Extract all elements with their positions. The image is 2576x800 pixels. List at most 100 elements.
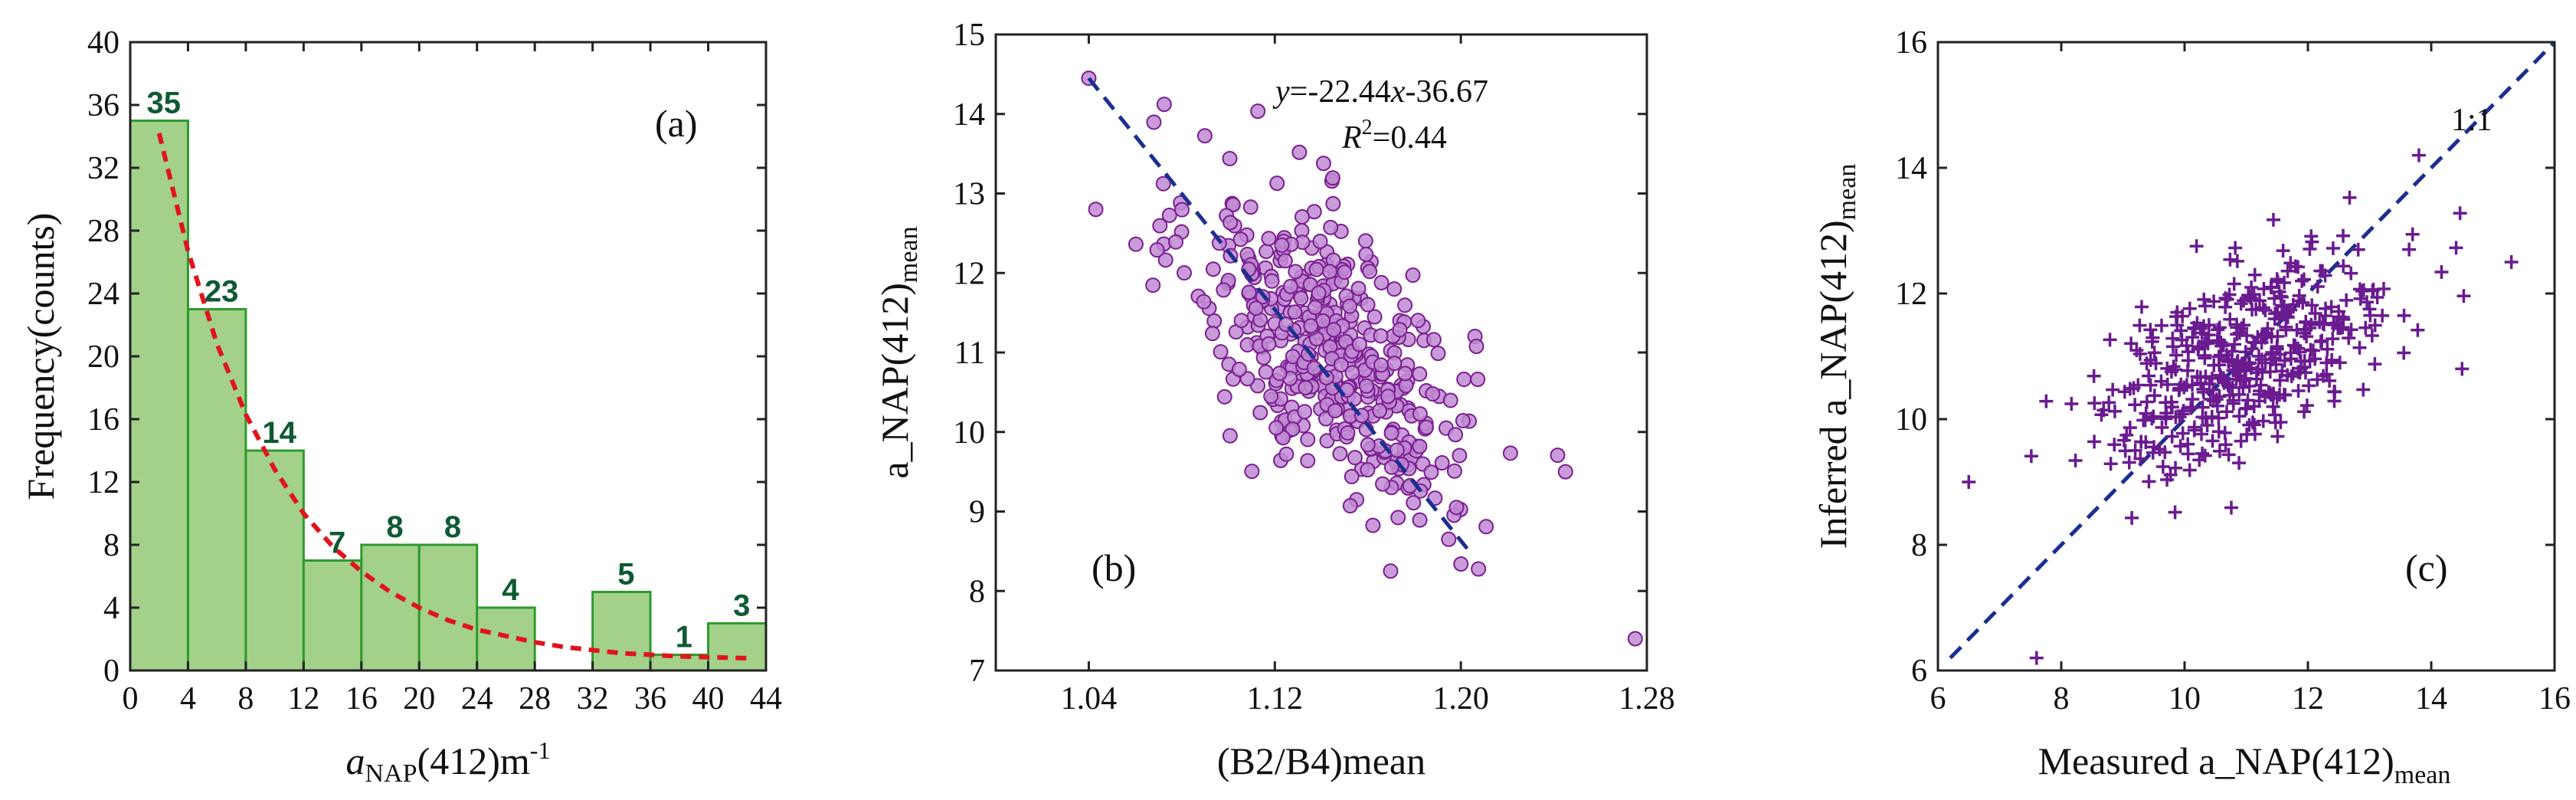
scatter-point — [2310, 372, 2325, 387]
y-tick-label: 11 — [954, 336, 985, 371]
scatter-point — [2276, 244, 2290, 258]
scatter-point — [2175, 426, 2190, 441]
scatter-point — [2234, 297, 2248, 311]
scatter-point — [2196, 385, 2211, 399]
scatter-point — [2267, 312, 2282, 326]
scatter-point — [1456, 372, 1472, 388]
scatter-point — [2326, 241, 2340, 256]
scatter-point — [1244, 464, 1260, 480]
scatter-point — [2344, 323, 2358, 337]
scatter-point — [2277, 276, 2292, 290]
y-tick-label: 9 — [969, 495, 985, 530]
scatter-point — [1344, 365, 1360, 381]
scatter-point — [2332, 304, 2346, 319]
scatter-point — [2197, 292, 2211, 307]
scatter-point — [2029, 651, 2044, 665]
scatter-point — [1360, 297, 1376, 313]
scatter-point — [2270, 342, 2284, 356]
scatter-point — [2258, 330, 2273, 345]
scatter-point — [2212, 389, 2227, 404]
scatter-point — [1312, 233, 1328, 249]
scatter-point — [1390, 510, 1406, 526]
scatter-point — [2117, 385, 2132, 399]
r2-sup: 2 — [1362, 116, 1373, 139]
scatter-point — [1196, 293, 1212, 310]
scatter-point — [1351, 336, 1367, 352]
scatter-point — [1152, 218, 1168, 234]
scatter-point — [1478, 519, 1494, 535]
scatter-point — [1448, 427, 1464, 443]
scatter-point — [2376, 281, 2391, 296]
scatter-point — [1206, 313, 1223, 330]
scatter-point — [2249, 302, 2263, 316]
x-tick-label: 40 — [692, 681, 725, 716]
y-axis-ticks-b: 7 8 9 10 11 12 13 14 15 — [953, 18, 1647, 689]
scatter-point — [2363, 308, 2378, 323]
scatter-point — [1327, 402, 1343, 418]
scatter-point — [2342, 190, 2357, 205]
scatter-point — [1373, 274, 1389, 290]
plot-frame-c — [1936, 41, 2556, 672]
x-tick-label: 28 — [519, 681, 551, 716]
scatter-point — [1350, 280, 1367, 297]
regression-line — [1087, 77, 1475, 557]
scatter-point — [1392, 322, 1408, 338]
scatter-point — [1268, 420, 1285, 436]
scatter-point — [2155, 460, 2170, 474]
scatter-point — [2217, 375, 2231, 390]
scatter-point — [1294, 208, 1310, 225]
scatter-point — [2269, 357, 2283, 372]
scatter-point — [1397, 366, 1413, 382]
scatter-point — [1223, 215, 1239, 231]
x-tick-label: 1.12 — [1247, 681, 1304, 716]
y-tick-label: 8 — [103, 528, 119, 563]
scatter-point — [2221, 448, 2236, 462]
scatter-point — [2173, 439, 2188, 454]
scatter-point — [1242, 199, 1259, 215]
bar-count-label: 8 — [386, 510, 403, 544]
scatter-point — [2220, 405, 2234, 419]
scatter-point — [2195, 400, 2210, 415]
y-tick-label: 12 — [1895, 277, 1927, 312]
x-axis-ticks-a: 0 4 8 12 16 20 24 28 32 36 40 44 — [123, 42, 782, 716]
scatter-point — [2198, 448, 2212, 463]
scatter-point — [2295, 274, 2309, 288]
scatter-point — [2198, 334, 2213, 349]
x-tick-label: 6 — [1930, 681, 1946, 716]
scatter-point — [2257, 282, 2271, 297]
scatter-point — [2356, 382, 2371, 397]
x-axis-ticks-c: 6 8 10 12 14 16 — [1930, 42, 2571, 716]
scatter-point — [1375, 476, 1391, 492]
scatter-point — [2149, 356, 2163, 371]
scatter-point — [2397, 346, 2411, 360]
scatter-point — [2405, 227, 2420, 241]
x-label-c-base: Measured a_NAP(412) — [2038, 739, 2394, 782]
y-label-b-base: a_NAP(412) — [873, 283, 916, 479]
scatter-point — [2201, 336, 2215, 351]
scatter-point — [2240, 328, 2254, 343]
scatter-point — [1367, 309, 1383, 325]
scatter-point — [2174, 323, 2188, 338]
scatter-point — [2184, 401, 2198, 415]
scatter-point — [2158, 445, 2172, 460]
histogram-bar — [302, 559, 363, 672]
scatter-point — [1128, 236, 1144, 252]
scatter-point — [1177, 265, 1193, 281]
scatter-point — [2230, 320, 2244, 335]
y-tick-label: 10 — [953, 415, 985, 451]
scatter-point — [1146, 114, 1162, 130]
scatter-point — [2358, 320, 2373, 335]
scatter-point — [2226, 396, 2240, 411]
scatter-point — [1259, 244, 1275, 260]
scatter-point — [2102, 395, 2116, 410]
scatter-point — [1204, 326, 1220, 342]
scatter-point — [1300, 431, 1316, 448]
y-axis-label-c: Inferred a_NAP(412)mean — [1812, 164, 1861, 549]
scatter-point — [2039, 394, 2054, 408]
scatter-point — [2154, 318, 2168, 333]
scatter-point — [2449, 241, 2463, 255]
scatter-point — [2291, 384, 2306, 398]
scatter-point — [1216, 282, 1232, 298]
scatter-point — [2277, 387, 2291, 402]
